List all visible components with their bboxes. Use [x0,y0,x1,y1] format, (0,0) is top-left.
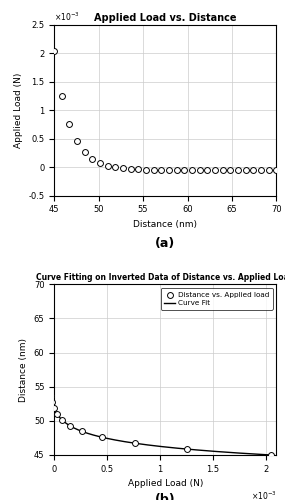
Distance vs. Applied load [46,322,51,330]
Curve Fit [235,450,239,456]
Y-axis label: Distance (nm): Distance (nm) [19,338,28,402]
Point [113,164,118,172]
Point [52,46,56,54]
Distance vs. Applied load [185,445,190,453]
Distance vs. Applied load [46,292,51,300]
Distance vs. Applied load [47,345,51,353]
Point [221,166,225,174]
Point [159,166,164,174]
Point [83,148,87,156]
Point [167,166,171,174]
Distance vs. Applied load [48,392,53,400]
Point [60,92,64,100]
Distance vs. Applied load [46,304,51,312]
Distance vs. Applied load [47,357,51,365]
Text: $\times10^{-3}$: $\times10^{-3}$ [54,11,80,24]
Curve Fit [182,446,185,452]
Point [182,166,187,174]
Point [228,166,233,174]
Point [90,155,95,163]
Point [236,166,241,174]
Distance vs. Applied load [269,451,273,459]
Distance vs. Applied load [52,404,56,412]
X-axis label: Distance (nm): Distance (nm) [133,220,197,229]
Point [243,166,248,174]
Point [266,166,271,174]
Distance vs. Applied load [47,362,51,370]
Point [174,166,179,174]
Point [190,166,194,174]
Distance vs. Applied load [47,374,52,382]
Distance vs. Applied load [50,398,54,406]
Point [251,166,256,174]
Curve Fit [185,446,189,452]
Curve Fit [181,446,184,452]
Title: Curve Fitting on Inverted Data of Distance vs. Applied Load: Curve Fitting on Inverted Data of Distan… [36,273,285,282]
Point [129,165,133,173]
Distance vs. Applied load [55,410,59,418]
Point [67,120,72,128]
Curve Fit [52,406,56,411]
Curve Fit [269,452,273,458]
Point [144,166,148,173]
Point [152,166,156,174]
Point [75,137,80,145]
Point [205,166,210,174]
Y-axis label: Applied Load (N): Applied Load (N) [14,72,23,148]
Distance vs. Applied load [47,368,51,376]
Text: $\times10^{-3}$: $\times10^{-3}$ [251,489,276,500]
Title: Applied Load vs. Distance: Applied Load vs. Distance [94,13,237,23]
Text: (b): (b) [155,493,176,500]
Distance vs. Applied load [133,439,137,447]
Distance vs. Applied load [46,310,51,318]
Distance vs. Applied load [46,298,51,306]
Point [121,164,125,172]
Distance vs. Applied load [47,339,51,347]
Point [98,159,102,167]
Distance vs. Applied load [46,328,51,336]
Distance vs. Applied load [46,280,51,288]
X-axis label: Applied Load (N): Applied Load (N) [128,480,203,488]
Distance vs. Applied load [48,386,52,394]
Distance vs. Applied load [60,416,64,424]
Point [213,166,217,174]
Distance vs. Applied load [47,351,51,359]
Point [198,166,202,174]
Line: Curve Fit: Curve Fit [54,408,271,455]
Distance vs. Applied load [46,316,51,324]
Point [259,166,263,174]
Distance vs. Applied load [47,380,52,388]
Point [105,162,110,170]
Point [274,166,279,174]
Distance vs. Applied load [100,434,105,442]
Point [136,166,141,173]
Distance vs. Applied load [67,422,72,430]
Distance vs. Applied load [46,334,51,342]
Legend: Distance vs. Applied load, Curve Fit: Distance vs. Applied load, Curve Fit [160,288,273,310]
Text: (a): (a) [155,237,176,250]
Distance vs. Applied load [46,286,51,294]
Curve Fit [249,451,253,457]
Distance vs. Applied load [80,428,84,436]
Curve Fit [53,407,57,413]
